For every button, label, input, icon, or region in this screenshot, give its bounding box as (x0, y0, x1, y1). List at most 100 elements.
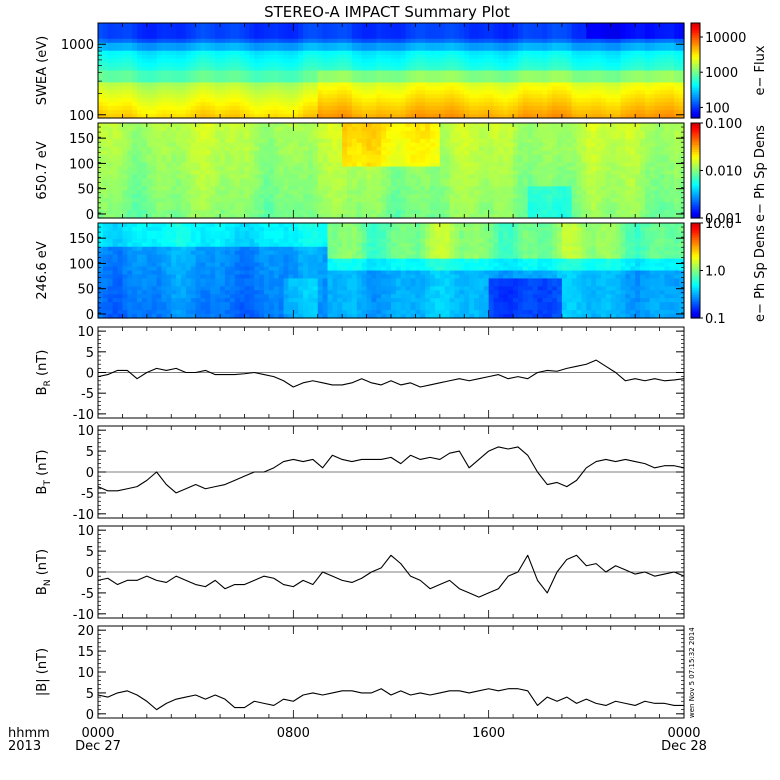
heatmap-cell (317, 82, 324, 87)
heatmap-cell (557, 54, 563, 60)
heatmap-cell (664, 82, 670, 87)
heatmap-cell (317, 194, 324, 199)
heatmap-cell (190, 98, 197, 103)
heatmap-cell (478, 110, 485, 115)
heatmap-cell (312, 174, 319, 180)
heatmap-cell (190, 38, 197, 44)
heatmap-cell (215, 154, 221, 160)
heatmap-cell (307, 150, 314, 156)
heatmap-cell (327, 98, 333, 103)
heatmap-cell (151, 86, 158, 91)
heatmap-cell (171, 23, 177, 28)
heatmap-cell (488, 194, 495, 199)
heatmap-cell (474, 130, 480, 136)
heatmap-cell (610, 34, 617, 40)
heatmap-cell (151, 198, 158, 203)
heatmap-cell (679, 110, 685, 115)
heatmap-cell (195, 202, 202, 207)
heatmap-cell (371, 90, 377, 95)
heatmap-cell (166, 162, 172, 168)
heatmap-cell (439, 54, 446, 60)
heatmap-cell (141, 174, 148, 180)
heatmap-cell (342, 26, 348, 32)
heatmap-cell (400, 66, 407, 72)
heatmap-cell (351, 54, 358, 60)
heatmap-cell (210, 58, 216, 64)
heatmap-cell (620, 106, 626, 111)
heatmap-cell (474, 58, 480, 64)
heatmap-cell (625, 54, 631, 60)
heatmap-cell (342, 30, 348, 36)
heatmap-cell (312, 162, 319, 168)
heatmap-cell (674, 62, 680, 68)
heatmap-cell (444, 106, 451, 111)
heatmap-cell (244, 210, 250, 215)
heatmap-cell (361, 42, 368, 48)
heatmap-cell (498, 34, 504, 40)
heatmap-cell (615, 102, 622, 107)
heatmap-cell (537, 102, 543, 107)
heatmap-cell (234, 126, 241, 132)
heatmap-cell (674, 94, 680, 99)
heatmap-cell (547, 30, 553, 36)
heatmap-cell (649, 70, 656, 76)
heatmap-cell (259, 94, 265, 99)
heatmap-cell (117, 170, 124, 176)
heatmap-cell (132, 182, 138, 187)
heatmap-cell (493, 206, 500, 211)
heatmap-cell (283, 86, 290, 91)
heatmap-cell (644, 86, 651, 91)
heatmap-cell (493, 190, 500, 195)
heatmap-cell (112, 170, 119, 176)
heatmap-cell (332, 98, 338, 103)
heatmap-cell (459, 70, 465, 76)
heatmap-cell (347, 102, 353, 107)
heatmap-cell (571, 54, 578, 60)
colorbar-step (691, 27, 700, 31)
heatmap-cell (386, 74, 392, 80)
heatmap-cell (591, 42, 597, 48)
heatmap-cell (532, 42, 539, 48)
heatmap-cell (288, 206, 294, 211)
heatmap-cell (625, 86, 631, 91)
heatmap-cell (381, 98, 387, 103)
heatmap-cell (654, 102, 661, 107)
heatmap-cell (259, 58, 265, 64)
heatmap-cell (122, 90, 128, 95)
heatmap-cell (376, 190, 382, 195)
heatmap-cell (166, 166, 172, 172)
heatmap-cell (454, 62, 460, 68)
heatmap-cell (410, 178, 417, 183)
heatmap-cell (229, 62, 236, 68)
heatmap-cell (278, 206, 285, 211)
heatmap-cell (561, 26, 568, 32)
heatmap-cell (132, 74, 138, 80)
heatmap-cell (224, 182, 231, 187)
heatmap-cell (210, 26, 216, 32)
heatmap-cell (478, 98, 485, 103)
heatmap-cell (293, 214, 299, 219)
heatmap-cell (112, 46, 119, 52)
heatmap-cell (488, 106, 495, 111)
heatmap-cell (98, 54, 104, 60)
heatmap-cell (547, 90, 553, 95)
heatmap-cell (288, 130, 294, 136)
heatmap-cell (288, 194, 294, 199)
heatmap-cell (430, 210, 436, 215)
heatmap-cell (127, 58, 133, 64)
heatmap-cell (283, 150, 290, 156)
heatmap-cell (400, 134, 407, 140)
heatmap-cell (391, 123, 397, 128)
heatmap-cell (488, 206, 495, 211)
heatmap-cell (664, 90, 670, 95)
heatmap-cell (400, 170, 407, 176)
heatmap-cell (508, 54, 514, 60)
heatmap-cell (605, 66, 612, 72)
heatmap-cell (430, 162, 436, 168)
heatmap-cell (185, 50, 192, 56)
heatmap-cell (332, 174, 338, 180)
heatmap-cell (527, 94, 534, 99)
heatmap-cell (600, 82, 607, 87)
heatmap-cell (464, 23, 470, 28)
